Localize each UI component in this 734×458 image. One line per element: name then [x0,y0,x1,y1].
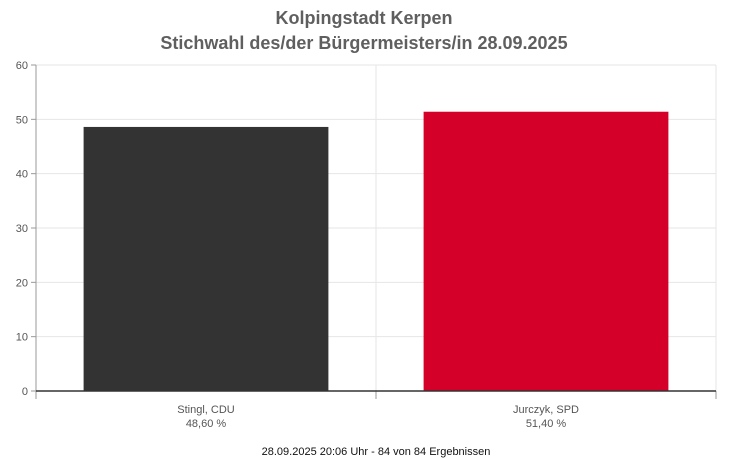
bars-group [83,111,669,391]
footer-status: 28.09.2025 20:06 Uhr - 84 von 84 Ergebni… [262,446,491,458]
chart-title: Kolpingstadt Kerpen [275,8,452,28]
y-tick-label: 50 [16,114,28,126]
chart-subtitle: Stichwahl des/der Bürgermeisters/in 28.0… [160,33,567,53]
value-label: 48,60 % [186,418,227,430]
y-tick-label: 10 [16,332,28,344]
category-label: Stingl, CDU [177,404,235,416]
y-tick-label: 20 [16,277,28,289]
bar [83,126,329,391]
category-label: Jurczyk, SPD [513,404,579,416]
y-tick-label: 60 [16,60,28,72]
axes-group [31,64,717,399]
value-label: 51,40 % [526,418,567,430]
y-tick-label: 40 [16,169,28,181]
y-tick-label: 0 [22,386,28,398]
bar [423,111,669,391]
labels-group: 0 10 20 30 40 50 60 Stingl, CDU 48,60 % Jurczyk, … [16,60,579,430]
y-tick-label: 30 [16,223,28,235]
